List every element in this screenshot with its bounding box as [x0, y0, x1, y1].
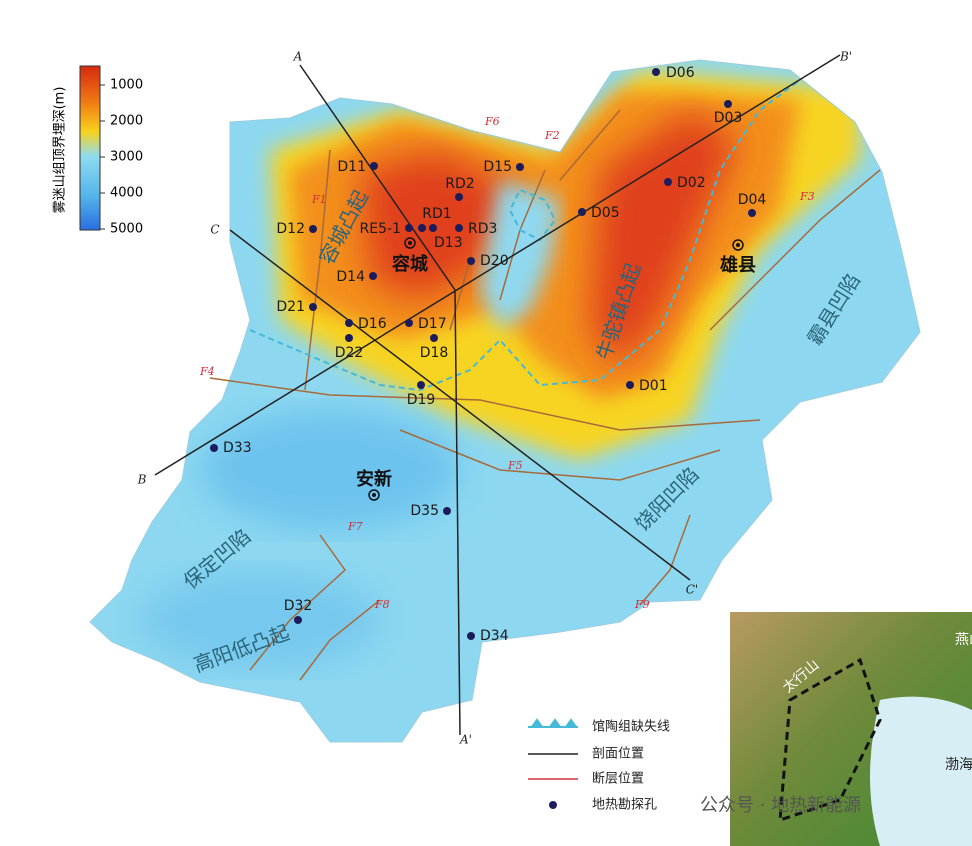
watermark: 公众号 · 地热新能源 — [700, 795, 861, 816]
well-label: D33 — [223, 440, 252, 456]
scale-tick-label: 2000 — [110, 114, 143, 129]
town-marker — [404, 237, 416, 249]
well-label: D03 — [714, 110, 743, 126]
well-marker — [369, 272, 377, 280]
well-label: D21 — [276, 299, 305, 315]
town-marker — [368, 489, 380, 501]
well-marker — [345, 334, 353, 342]
fault-label: F4 — [199, 365, 215, 378]
section-end-label: C' — [686, 583, 698, 597]
guantao-missing-line — [249, 79, 801, 392]
town-label: 安新 — [356, 468, 392, 490]
well-marker — [652, 68, 660, 76]
well-label: D19 — [407, 392, 436, 408]
well-marker — [724, 100, 732, 108]
well-label: D18 — [420, 345, 449, 361]
well-label: D13 — [434, 235, 463, 251]
well-label: RD1 — [422, 206, 451, 222]
section-end-label: B' — [839, 50, 852, 64]
scale-tick-label: 3000 — [110, 150, 143, 165]
well-label: D20 — [480, 253, 509, 269]
well-label: D34 — [480, 628, 509, 644]
section-end-label: A — [293, 50, 303, 64]
well-marker — [443, 507, 451, 515]
town-marker — [408, 241, 412, 245]
well-label: RE5-1 — [360, 221, 401, 237]
inset-label: 燕山 — [955, 632, 972, 648]
well-label: RD2 — [445, 176, 474, 192]
well-marker — [417, 381, 425, 389]
legend-symbol — [549, 801, 557, 809]
well-label: D01 — [639, 378, 668, 394]
town-label: 雄县 — [719, 254, 756, 276]
scale-tick-label: 1000 — [110, 78, 143, 93]
well-label: D02 — [677, 175, 706, 191]
well-marker — [455, 224, 463, 232]
well-marker — [370, 162, 378, 170]
well-marker — [210, 444, 218, 452]
fault-label: F7 — [347, 520, 363, 533]
well-label: D06 — [666, 65, 695, 81]
fault-label: F3 — [799, 190, 815, 203]
section-end-label: B — [137, 473, 147, 487]
well-marker — [405, 224, 413, 232]
inset-label: 渤海 — [945, 757, 972, 773]
well-marker — [309, 225, 317, 233]
section-lines — [154, 54, 841, 736]
legend-label: 地热勘探孔 — [592, 798, 657, 813]
well-label: D22 — [335, 345, 364, 361]
well-label: D15 — [483, 159, 512, 175]
town-label: 容城 — [392, 253, 428, 275]
well-label: D32 — [284, 598, 313, 614]
well-marker — [455, 193, 463, 201]
legend-label: 断层位置 — [592, 772, 644, 787]
scale-tick-label: 5000 — [110, 222, 143, 237]
well-marker — [467, 632, 475, 640]
inset: 燕山 太行山 渤海 — [730, 612, 972, 846]
fault-label: F8 — [374, 598, 390, 611]
legend-symbol — [528, 718, 578, 728]
well-marker — [405, 319, 413, 327]
scale-title: 雾迷山组顶界埋深(m) — [53, 87, 68, 214]
well-label: D05 — [591, 205, 620, 221]
fault-label: F5 — [507, 459, 523, 472]
well-marker — [664, 178, 672, 186]
town-marker — [732, 239, 744, 251]
color-scale — [79, 65, 101, 231]
legend-label: 剖面位置 — [592, 747, 644, 762]
well-label: D35 — [410, 503, 439, 519]
well-marker — [309, 303, 317, 311]
well-label: D16 — [358, 316, 387, 332]
well-marker — [516, 163, 524, 171]
well-marker — [345, 319, 353, 327]
fault-label: F1 — [311, 193, 327, 206]
fault-label: F6 — [484, 115, 500, 128]
well-marker — [418, 224, 426, 232]
well-label: D04 — [738, 192, 767, 208]
well-marker — [294, 616, 302, 624]
town-marker — [372, 493, 376, 497]
scale-tick-label: 4000 — [110, 186, 143, 201]
well-label: RD3 — [468, 221, 497, 237]
well-marker — [429, 224, 437, 232]
well-label: D12 — [276, 221, 305, 237]
well-marker — [578, 208, 586, 216]
fault-lines — [209, 109, 881, 681]
well-marker — [626, 381, 634, 389]
section-end-label: C — [210, 223, 219, 237]
town-marker — [736, 243, 740, 247]
section-end-label: A' — [459, 733, 472, 747]
well-label: D14 — [336, 269, 365, 285]
well-marker — [467, 257, 475, 265]
well-marker — [748, 209, 756, 217]
well-label: D17 — [418, 316, 447, 332]
fault-label: F9 — [634, 598, 650, 611]
fault-label: F2 — [544, 129, 560, 142]
well-marker — [430, 334, 438, 342]
legend-label: 馆陶组缺失线 — [592, 719, 670, 735]
well-label: D11 — [337, 159, 366, 175]
